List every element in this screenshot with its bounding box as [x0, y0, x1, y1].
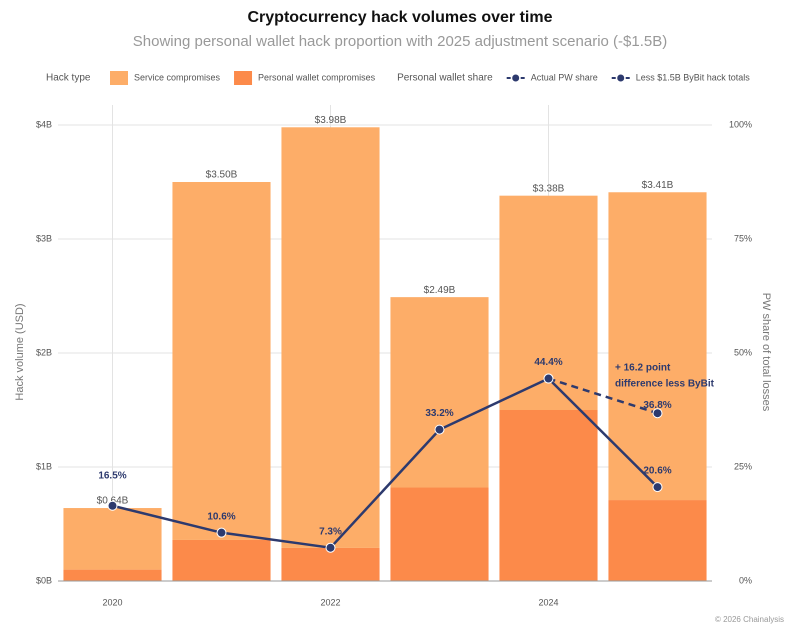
bar-segment [608, 500, 707, 581]
x-tick-label: 2020 [102, 597, 122, 607]
total-label: $3.98B [315, 115, 347, 126]
legend-swatch [110, 71, 128, 85]
total-label: $2.49B [424, 285, 456, 296]
bar-segment [281, 127, 380, 548]
data-label: 10.6% [207, 511, 235, 522]
total-label: $3.38B [533, 183, 565, 194]
y-tick-label: $2B [36, 347, 52, 357]
point [652, 408, 663, 419]
annotation: + 16.2 point [615, 363, 671, 374]
bar-segment [63, 569, 162, 581]
legend-label: Actual PW share [531, 72, 598, 82]
y-axis-title: Hack volume (USD) [14, 303, 26, 400]
chart-title: Cryptocurrency hack volumes over time [247, 9, 552, 26]
total-label: $3.41B [642, 180, 674, 191]
data-label: 33.2% [425, 408, 453, 419]
y-tick-label: $4B [36, 119, 52, 129]
y2-tick-label: 25% [734, 461, 752, 471]
y-tick-label: $3B [36, 233, 52, 243]
total-label: $3.50B [206, 170, 238, 181]
legend-label: Personal wallet compromises [258, 72, 376, 82]
bar-segment [499, 410, 598, 581]
bar-segment [390, 297, 489, 488]
bar-segment [172, 539, 271, 581]
legend-swatch [512, 74, 520, 82]
y2-tick-label: 100% [729, 119, 752, 129]
legend-group-title: Hack type [46, 73, 91, 84]
data-label: 44.4% [534, 357, 562, 368]
bar-segment [281, 547, 380, 581]
x-tick-label: 2022 [320, 597, 340, 607]
y2-tick-label: 75% [734, 233, 752, 243]
legend-group-title: Personal wallet share [397, 73, 493, 84]
y2-tick-label: 50% [734, 347, 752, 357]
data-label: 20.6% [643, 466, 671, 477]
y2-tick-label: 0% [739, 575, 752, 585]
line [112, 377, 659, 550]
data-label: 7.3% [319, 526, 342, 537]
point [434, 424, 445, 435]
y2-axis-title: PW share of total losses [760, 293, 772, 412]
point [107, 500, 118, 511]
y-tick-label: $0B [36, 575, 52, 585]
bar-segment [608, 192, 707, 501]
source: © 2026 Chainalysis [715, 615, 784, 624]
legend-swatch [234, 71, 253, 85]
point [652, 482, 663, 493]
bar-segment [63, 508, 162, 570]
y-tick-label: $1B [36, 461, 52, 471]
point [216, 527, 227, 538]
legend-label: Less $1.5B ByBit hack totals [636, 72, 751, 82]
data-label: 36.8% [643, 400, 671, 411]
legend-swatch [617, 74, 625, 82]
point [325, 542, 336, 553]
data-label: 16.5% [98, 470, 126, 481]
point [543, 373, 554, 384]
bar-segment [390, 487, 489, 581]
annotation: difference less ByBit [615, 379, 715, 390]
bar-segment [172, 182, 271, 540]
legend-label: Service compromises [134, 72, 221, 82]
x-tick-label: 2024 [538, 597, 558, 607]
chart-subtitle: Showing personal wallet hack proportion … [133, 33, 667, 50]
